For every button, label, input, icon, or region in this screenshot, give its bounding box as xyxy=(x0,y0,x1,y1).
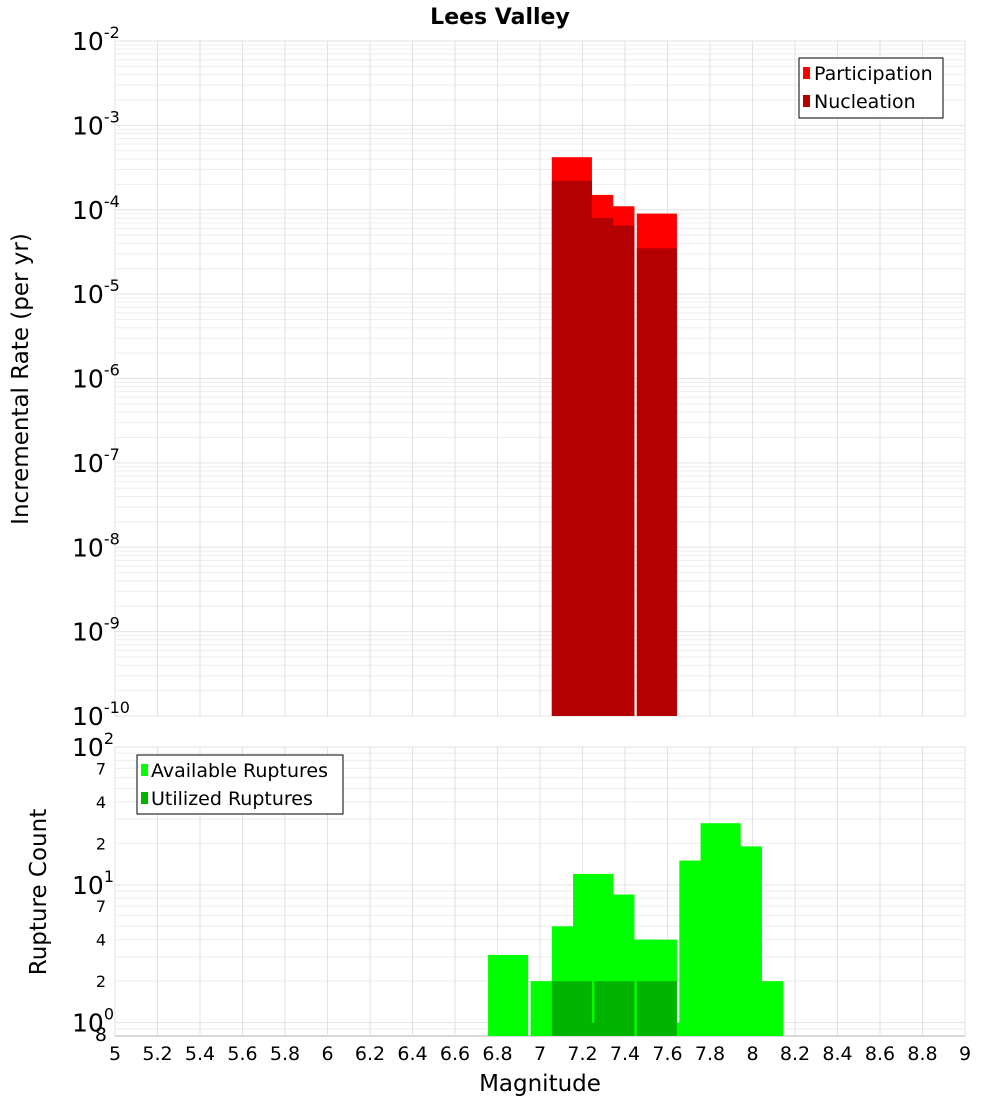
x-tick-label: 8.6 xyxy=(865,1043,895,1065)
x-tick-label: 6.2 xyxy=(355,1043,385,1065)
rate-legend-box xyxy=(798,57,944,119)
x-tick-label: 5.8 xyxy=(270,1043,300,1065)
legend-label-participation: Participation xyxy=(814,63,933,85)
utilized-ruptures-bar xyxy=(636,981,677,1036)
x-tick-label: 7 xyxy=(534,1043,546,1065)
count-bars xyxy=(488,823,784,1036)
utilized-ruptures-bar xyxy=(594,981,635,1036)
legend-swatch-utilized xyxy=(141,792,148,804)
rate-y-tick-label: 10-5 xyxy=(72,276,120,309)
rate-y-tick-label: 10-4 xyxy=(72,192,120,225)
legend-label-nucleation: Nucleation xyxy=(814,91,916,113)
x-tick-label: 6 xyxy=(321,1043,333,1065)
rate-bars xyxy=(551,157,677,717)
count-legend-box xyxy=(136,754,344,815)
count-y-minor-label: 4 xyxy=(96,931,106,950)
x-ticks: 5 5.2 5.4 5.6 5.8 6 6.2 6.4 6.6 6.8 7 7.2 7.4 7.6 7.8 8… xyxy=(109,1043,971,1065)
x-tick-label: 8.2 xyxy=(780,1043,810,1065)
count-y-minor-label: 7 xyxy=(96,759,106,778)
rate-y-tick-label: 10-10 xyxy=(72,698,130,731)
nucleation-bar xyxy=(594,225,635,716)
x-tick-label: 7.6 xyxy=(652,1043,682,1065)
count-y-minor-label: 8 xyxy=(95,1024,107,1046)
x-tick-label: 7.8 xyxy=(695,1043,725,1065)
x-tick-label: 7.4 xyxy=(610,1043,640,1065)
legend-label-utilized: Utilized Ruptures xyxy=(151,788,313,810)
count-y-minor-label: 2 xyxy=(96,834,106,853)
x-tick-label: 5 xyxy=(109,1043,121,1065)
rate-y-tick-label: 10-3 xyxy=(72,107,120,140)
available-ruptures-bar xyxy=(488,954,529,1036)
x-tick-label: 6.6 xyxy=(440,1043,470,1065)
x-tick-label: 8 xyxy=(746,1043,758,1065)
count-y-axis-title: Rupture Count xyxy=(26,809,52,975)
x-tick-label: 6.4 xyxy=(397,1043,427,1065)
legend-label-available: Available Ruptures xyxy=(151,760,328,782)
rate-legend: Participation Nucleation xyxy=(798,57,944,119)
legend-swatch-participation xyxy=(803,67,810,79)
count-y-minor-label: 4 xyxy=(96,793,106,812)
count-legend: Available Ruptures Utilized Ruptures xyxy=(136,754,344,815)
legend-swatch-available xyxy=(141,764,148,776)
count-y-minor-label: 2 xyxy=(96,972,106,991)
x-tick-label: 5.4 xyxy=(185,1043,215,1065)
x-tick-label: 8.8 xyxy=(907,1043,937,1065)
x-axis-title: Magnitude xyxy=(479,1071,601,1097)
chart-title: Lees Valley xyxy=(430,5,570,30)
x-tick-label: 7.2 xyxy=(567,1043,597,1065)
rate-grid xyxy=(114,40,966,717)
available-ruptures-bar xyxy=(743,981,784,1036)
x-tick-label: 6.8 xyxy=(482,1043,512,1065)
nucleation-bar xyxy=(636,248,677,717)
rate-y-axis-title: Incremental Rate (per yr) xyxy=(8,233,34,525)
x-tick-label: 9 xyxy=(959,1043,971,1065)
legend-swatch-nucleation xyxy=(803,95,810,107)
x-tick-label: 8.4 xyxy=(822,1043,852,1065)
x-tick-label: 5.6 xyxy=(227,1043,257,1065)
count-y-minor-label: 7 xyxy=(96,897,106,916)
x-tick-label: 5.2 xyxy=(142,1043,172,1065)
